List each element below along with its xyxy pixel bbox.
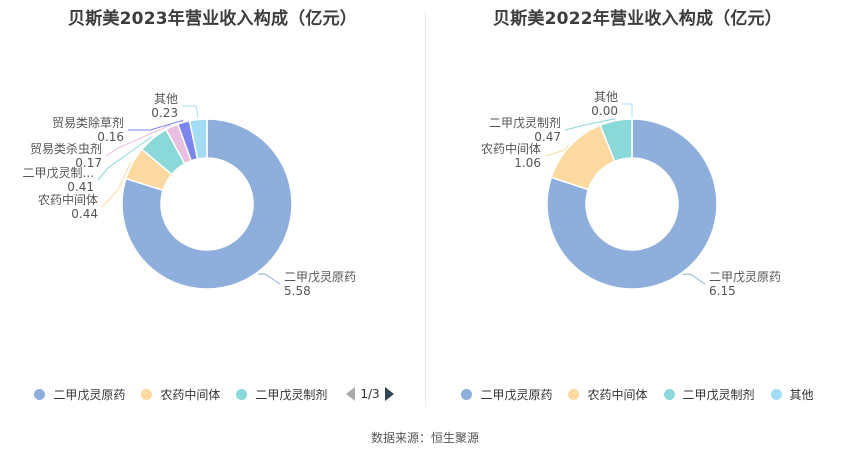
- legend-item[interactable]: 二甲戊灵原药: [34, 386, 125, 403]
- legend-next-arrow-icon[interactable]: [384, 387, 394, 401]
- pie-slice: [546, 118, 718, 290]
- legend-marker: [34, 388, 46, 400]
- legend-item[interactable]: 二甲戊灵制剂: [236, 386, 327, 403]
- chart-title: 贝斯美2022年营业收入构成（亿元）: [493, 9, 782, 29]
- slice-value-label: 0.23: [151, 106, 178, 120]
- slice-label: 二甲戊灵制...: [23, 166, 94, 180]
- leader-line: [97, 136, 153, 181]
- legend-item[interactable]: 二甲戊灵制剂: [663, 386, 755, 403]
- legend-marker: [236, 388, 248, 400]
- legend-label: 二甲戊灵原药: [53, 387, 126, 402]
- leader-line: [182, 105, 199, 118]
- legend-page-indicator: 1/3: [360, 387, 380, 401]
- slice-label: 二甲戊灵制剂: [489, 115, 561, 130]
- slice-value-label: 0.16: [97, 130, 124, 144]
- legend-label: 农药中间体: [587, 387, 648, 402]
- leader-line: [544, 144, 569, 157]
- legend-marker: [461, 388, 473, 400]
- slice-value-label: 0.00: [591, 104, 618, 118]
- slice-label: 贸易类杀虫剂: [30, 141, 102, 156]
- pie-slice: [121, 118, 293, 290]
- chart-panel-2022: 贝斯美2022年营业收入构成（亿元） 二甲戊灵原药 6.15 农药中间体 1.06 二甲…: [425, 0, 850, 410]
- legend-prev-arrow-icon[interactable]: [346, 387, 356, 401]
- legend-label: 二甲戊灵制剂: [255, 387, 328, 402]
- slice-label: 其他: [154, 92, 178, 106]
- pie-slice: [599, 118, 633, 163]
- leader-line: [682, 273, 706, 285]
- leader-line: [101, 161, 132, 208]
- legend-item[interactable]: 农药中间体: [141, 386, 220, 403]
- panel-divider: [425, 12, 426, 407]
- legend-label: 农药中间体: [160, 387, 221, 402]
- slice-value-label: 0.47: [534, 130, 561, 144]
- chart-panel-2023: 贝斯美2023年营业收入构成（亿元） 二甲戊灵原药 5.58 农药中间体 0.44 二甲…: [0, 0, 425, 410]
- leader-line: [128, 119, 184, 131]
- slice-label: 二甲戊灵原药: [284, 270, 356, 284]
- legend-item[interactable]: 其他: [770, 386, 814, 403]
- legend-marker: [568, 388, 580, 400]
- leader-line: [105, 124, 172, 157]
- slice-value-label: 0.17: [75, 156, 102, 170]
- legend-marker: [141, 388, 153, 400]
- legend-label: 二甲戊灵制剂: [682, 387, 755, 402]
- slice-value-label: 0.41: [67, 180, 94, 194]
- legend: 二甲戊灵原药 农药中间体 二甲戊灵制剂 1/3: [0, 384, 425, 404]
- slice-value-label: 6.15: [709, 284, 736, 298]
- leader-line: [258, 273, 281, 285]
- legend-label: 二甲戊灵原药: [480, 387, 553, 402]
- legend-marker: [663, 388, 675, 400]
- slice-label: 农药中间体: [481, 141, 541, 156]
- slice-value-label: 5.58: [284, 284, 311, 298]
- chart-title: 贝斯美2023年营业收入构成（亿元）: [68, 9, 357, 29]
- legend-marker: [770, 388, 782, 400]
- legend-item[interactable]: 农药中间体: [568, 386, 648, 403]
- slice-label: 其他: [594, 90, 618, 104]
- pie-slice: [188, 118, 208, 160]
- leader-line: [564, 118, 616, 131]
- legend: 二甲戊灵原药 农药中间体 二甲戊灵制剂 其他: [425, 384, 850, 404]
- leader-line: [622, 103, 633, 117]
- slice-value-label: 1.06: [514, 156, 541, 170]
- legend-item[interactable]: 二甲戊灵原药: [461, 386, 552, 403]
- slice-value-label: 0.44: [71, 207, 98, 221]
- slice-label: 二甲戊灵原药: [709, 270, 781, 284]
- slice-label: 贸易类除草剂: [52, 115, 124, 130]
- data-source-note: 数据来源：恒生聚源: [370, 431, 479, 445]
- legend-pager: 1/3: [341, 387, 398, 401]
- legend-label: 其他: [789, 387, 814, 402]
- slice-label: 农药中间体: [38, 192, 98, 207]
